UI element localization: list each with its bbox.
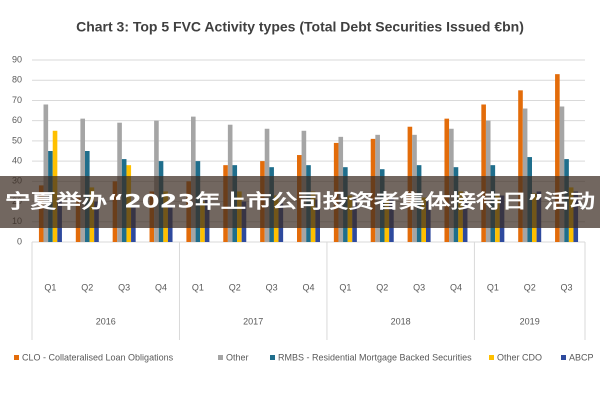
x-tick-label: Q1: [487, 282, 499, 292]
x-tick-label: Q3: [413, 282, 425, 292]
x-tick-label: Q3: [118, 282, 130, 292]
group-label: 2018: [391, 316, 411, 326]
y-tick-label: 80: [12, 75, 22, 85]
chart-title: Chart 3: Top 5 FVC Activity types (Total…: [76, 19, 524, 35]
y-tick-label: 0: [17, 236, 22, 246]
bar: [43, 104, 49, 242]
x-tick-label: Q2: [524, 282, 536, 292]
x-tick-label: Q4: [155, 282, 167, 292]
y-tick-label: 70: [12, 95, 22, 105]
x-tick-label: Q1: [44, 282, 56, 292]
x-tick-label: Q3: [561, 282, 573, 292]
group-label: 2016: [96, 316, 116, 326]
x-tick-label: Q1: [192, 282, 204, 292]
x-tick-label: Q2: [376, 282, 388, 292]
y-tick-label: 40: [12, 155, 22, 165]
bar: [555, 74, 560, 243]
y-tick-label: 50: [12, 135, 22, 145]
bar: [522, 108, 528, 243]
legend-label: Other CDO: [497, 352, 542, 362]
x-tick-label: Q3: [266, 282, 278, 292]
x-tick-label: Q1: [339, 282, 351, 292]
x-tick-label: Q4: [302, 282, 314, 292]
overlay-text: 宁夏举办“2023年上市公司投资者集体接待日”活动: [5, 190, 595, 213]
legend-label: ABCP: [569, 352, 594, 362]
legend-label: Other: [226, 352, 249, 362]
x-tick-label: Q2: [229, 282, 241, 292]
group-label: 2017: [243, 316, 263, 326]
x-tick-label: Q2: [81, 282, 93, 292]
bar: [518, 90, 523, 242]
y-tick-label: 90: [12, 54, 22, 64]
legend-swatch: [218, 355, 223, 360]
bar: [559, 106, 565, 242]
overlay-banner: [0, 176, 600, 228]
y-tick-label: 60: [12, 115, 22, 125]
legend-swatch: [489, 355, 494, 360]
group-label: 2019: [520, 316, 540, 326]
legend-swatch: [270, 355, 275, 360]
x-tick-label: Q4: [450, 282, 462, 292]
legend-label: RMBS - Residential Mortgage Backed Secur…: [278, 352, 472, 362]
bar: [481, 104, 486, 242]
legend-swatch: [14, 355, 19, 360]
legend-swatch: [561, 355, 566, 360]
legend-label: CLO - Collateralised Loan Obligations: [22, 352, 174, 362]
